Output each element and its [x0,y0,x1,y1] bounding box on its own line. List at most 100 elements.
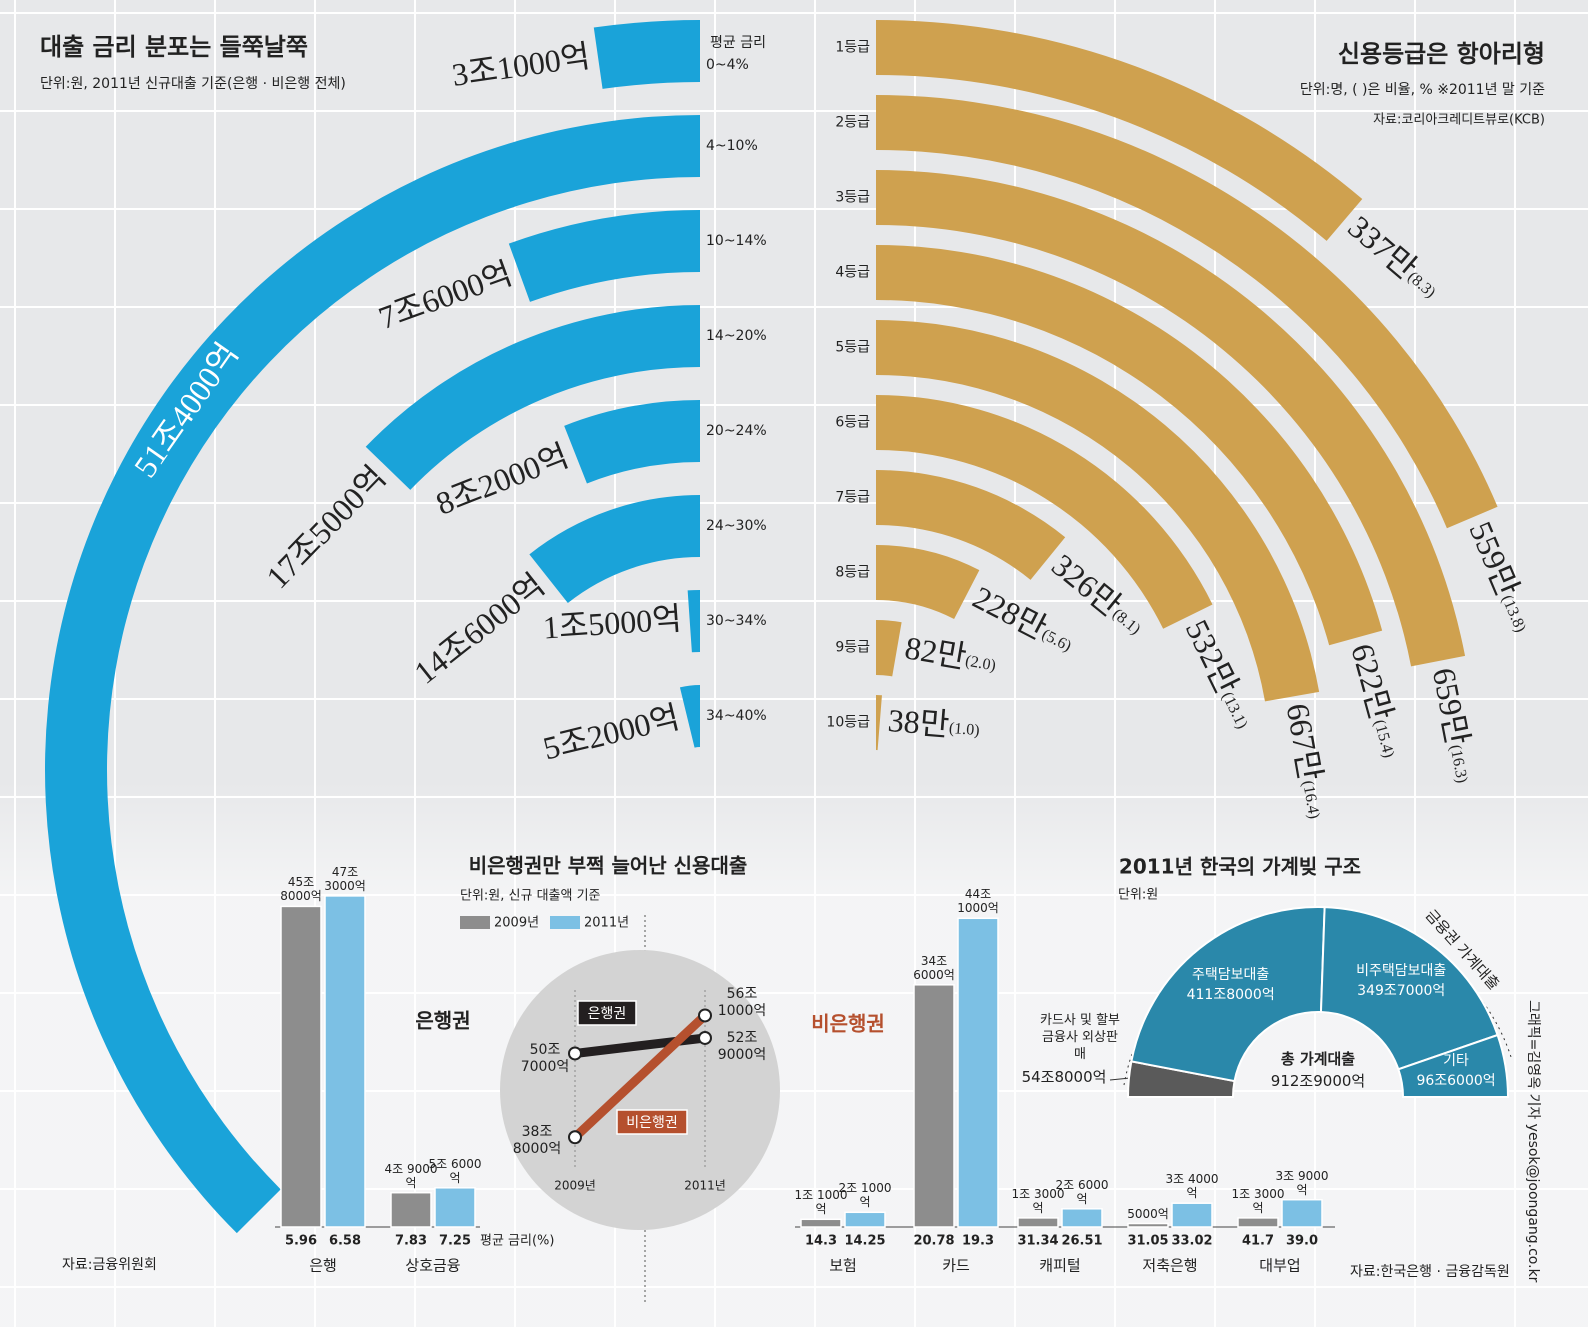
legend-label: 2011년 [584,916,629,931]
category-label: 4~10% [706,138,758,154]
value-label: 3조1000억 [450,38,593,93]
rate-value: 31.34 [1017,1234,1058,1249]
arc-bar [876,395,1213,629]
point [698,1008,712,1023]
rate-value: 7.83 [395,1234,427,1249]
point [698,1030,712,1045]
bar [1281,1198,1323,1228]
arc-bar [679,685,700,748]
value-label: 622만(15.4) [1344,640,1410,762]
arc-bar [876,20,1363,241]
bar [434,1187,476,1228]
bar [1061,1208,1103,1228]
category-label: 2등급 [835,115,870,131]
x-tick-label: 대부업 [1259,1257,1300,1275]
legend-swatch [550,916,580,929]
value-text: 559만 [1462,516,1525,601]
arc-bar [564,400,700,484]
category-label: 10~14% [706,233,767,249]
category-label: 9등급 [835,640,870,656]
value-text: 5조2000억 [540,699,683,767]
arc-bar [45,115,701,1234]
value-label: 1조5000억 [542,601,683,646]
arc-bar [687,590,700,653]
bar [800,1218,842,1228]
category-label: 10등급 [826,715,870,731]
rate-value: 26.51 [1061,1234,1102,1249]
arc-bar [876,470,1066,580]
rate-value: 19.3 [962,1234,994,1249]
value-text: 1조5000억 [542,601,683,646]
x-tick-label: 상호금융 [405,1257,460,1275]
x-tick-label: 보험 [829,1257,857,1275]
x-tick-label: 은행 [309,1257,337,1275]
rate-value: 14.25 [844,1234,885,1249]
bar [280,905,322,1228]
group-label: 은행권 [415,1009,470,1033]
value-label: 7조6000억 [374,255,517,336]
chart-title: 비은행권만 부쩍 늘어난 신용대출 [469,854,748,878]
chart-subtitle: 단위:원, 2011년 신규대출 기준(은행 · 비은행 전체) [40,76,346,92]
value-text: 17조5000억 [259,459,393,595]
arc-bar [365,305,700,490]
rate-value: 20.78 [913,1234,954,1249]
share-text: (13.1) [1219,689,1251,731]
inset-background [500,950,780,1230]
axis-label: 평균 금리 [710,35,766,51]
series-box [577,1000,637,1026]
rate-value: 5.96 [285,1234,317,1249]
arc-bar [508,210,700,302]
category-label: 6등급 [835,415,870,431]
bar [1017,1217,1059,1228]
series-box [616,1109,688,1135]
slice [1319,906,1499,1071]
group-label: 비은행권 [811,1012,885,1036]
value-text: 659만 [1425,665,1475,748]
source: 자료:코리아크레디트뷰로(KCB) [1373,113,1545,128]
share-text: (2.0) [964,652,997,674]
value-text: 14조6000억 [408,567,552,691]
x-tick-label: 2009년 [554,1179,596,1193]
slice [1130,906,1326,1083]
point [568,1130,582,1145]
rate-value: 14.3 [805,1234,837,1249]
value-text: 667만 [1279,701,1328,784]
category-label: 3등급 [835,190,870,206]
legend-label: 2009년 [494,916,539,931]
credit: 그래픽=김영옥 기자 yesok@joongang.co.kr [1525,1000,1541,1283]
chart-subtitle: 단위:명, ( )은 비율, % ※2011년 말 기준 [1300,82,1545,98]
value-label: 559만(13.8) [1462,516,1540,637]
bar [844,1211,886,1228]
category-label: 5등급 [835,340,870,356]
chart-subtitle: 단위:원, 신규 대출액 기준 [460,889,601,904]
category-label: 20~24% [706,423,767,439]
value-text: 532만 [1178,614,1244,699]
bar [390,1191,432,1228]
series-name: 은행권 [588,1006,627,1022]
rate-value: 39.0 [1286,1234,1318,1249]
bar [1171,1202,1213,1228]
category-label: 24~30% [706,518,767,534]
bar [1237,1217,1279,1228]
arc-bar [593,20,700,89]
bar [913,984,955,1228]
share-text: (1.0) [948,720,980,739]
value-text: 38만 [887,702,951,743]
value-label: 5조2000억 [540,699,683,767]
source: 자료:한국은행 · 금융감독원 [1350,1264,1510,1280]
value-label: 667만(16.4) [1279,701,1335,822]
category-label: 34~40% [706,708,767,724]
slice [1397,1033,1510,1098]
category-label: 14~20% [706,328,767,344]
chart-title: 대출 금리 분포는 들쭉날쭉 [40,33,308,61]
value-text: 7조6000억 [374,255,517,336]
rate-value: 6.58 [329,1234,361,1249]
share-text: (5.6) [1039,626,1074,655]
share-text: (16.3) [1447,743,1471,784]
rate-value: 41.7 [1242,1234,1274,1249]
arc-bar [529,495,700,603]
rate-value: 33.02 [1171,1234,1212,1249]
bar [1127,1222,1169,1228]
